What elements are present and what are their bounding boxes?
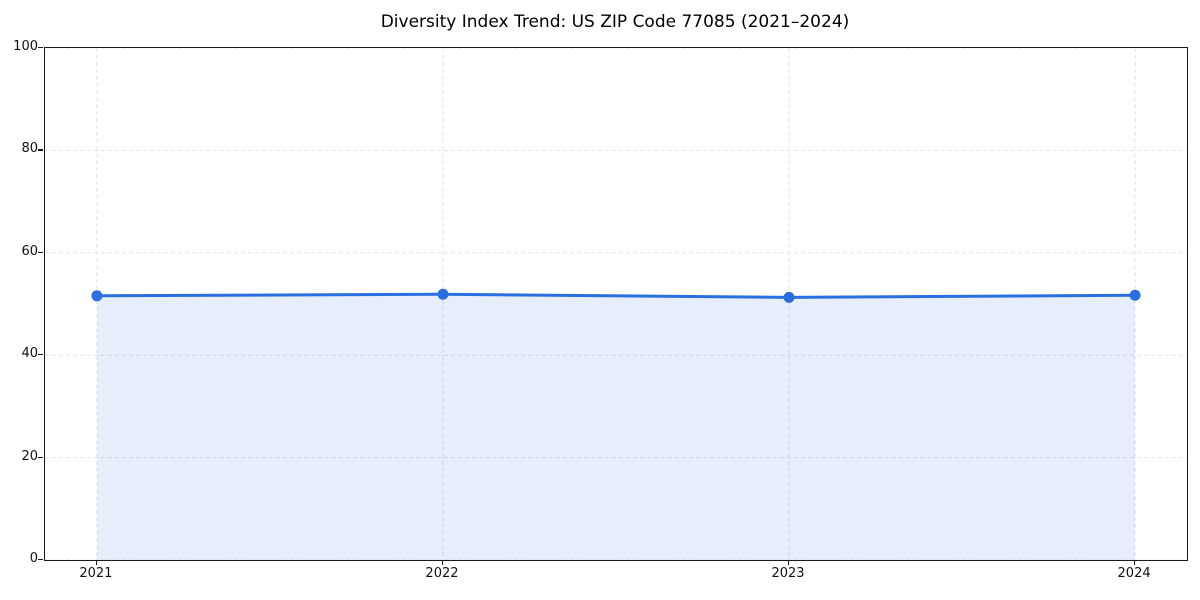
y-axis-tick-mark — [38, 251, 43, 253]
x-axis-tick-mark — [1134, 560, 1136, 565]
y-axis-tick-label: 80 — [21, 141, 38, 157]
y-axis-tick-label: 60 — [21, 243, 38, 259]
y-axis-tick-label: 100 — [13, 39, 38, 54]
chart-title: Diversity Index Trend: US ZIP Code 77085… — [380, 12, 850, 32]
x-axis-tick-label: 2022 — [425, 566, 459, 581]
y-axis-tick-label: 0 — [29, 551, 38, 566]
y-axis-tick-mark — [38, 456, 43, 458]
y-axis-tick-mark — [38, 149, 43, 151]
x-axis-tick-mark — [788, 560, 790, 565]
area-series — [96, 294, 1136, 560]
data-point-marker — [91, 290, 103, 302]
chart-svg — [45, 48, 1187, 560]
y-axis-tick-mark — [38, 47, 43, 49]
line-series — [95, 292, 1137, 299]
y-axis-tick-mark — [38, 354, 43, 356]
x-axis-tick-label: 2023 — [771, 566, 805, 581]
x-axis-tick-label: 2024 — [1117, 566, 1151, 581]
x-axis-tick-mark — [95, 560, 98, 565]
plot-area — [44, 47, 1188, 561]
x-axis-tick-label: 2021 — [79, 566, 113, 581]
data-point-marker — [783, 291, 795, 303]
data-point-marker — [1129, 289, 1141, 301]
y-axis-tick-label: 40 — [21, 346, 38, 362]
y-axis-tick-label: 20 — [21, 448, 38, 464]
data-point-marker — [437, 288, 449, 300]
x-axis-tick-mark — [441, 560, 444, 565]
y-axis-tick-mark — [38, 559, 43, 561]
